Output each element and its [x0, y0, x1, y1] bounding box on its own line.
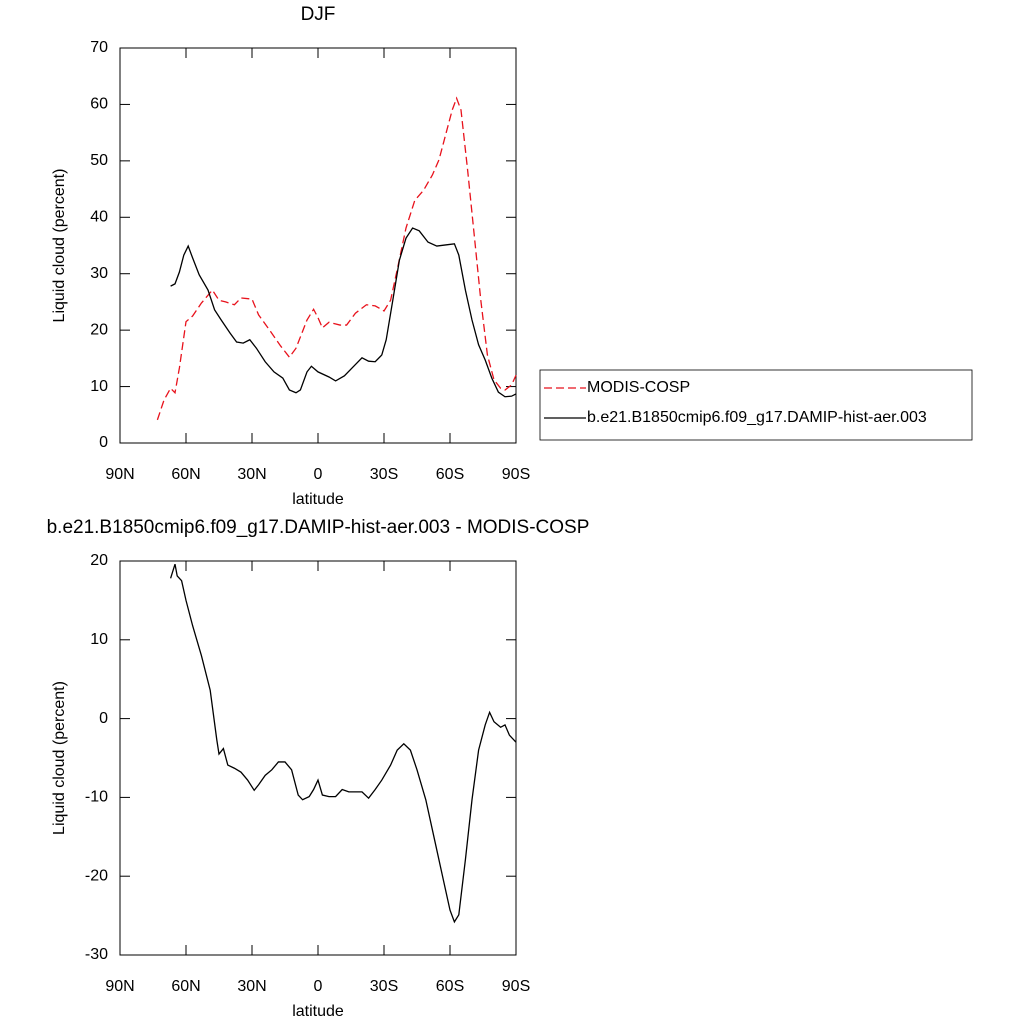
x-tick-label: 30S: [370, 978, 398, 995]
chart-title: b.e21.B1850cmip6.f09_g17.DAMIP-hist-aer.…: [47, 517, 590, 538]
plot-frame: [119, 47, 517, 444]
x-tick-label: 90N: [105, 466, 134, 483]
x-tick-label: 60S: [436, 466, 464, 483]
y-tick-label: 10: [90, 378, 108, 395]
data-line: [169, 563, 517, 924]
y-tick-label: 20: [90, 321, 108, 338]
y-axis-label: Liquid cloud (percent): [51, 681, 68, 835]
x-tick-label: 0: [314, 978, 323, 995]
x-tick-label: 60S: [436, 978, 464, 995]
x-tick-label: 30N: [237, 466, 266, 483]
x-tick-label: 30N: [237, 978, 266, 995]
x-tick-label: 90S: [502, 978, 530, 995]
x-axis-label: latitude: [292, 1003, 344, 1020]
plot-frame: [119, 560, 517, 956]
y-tick-label: -30: [85, 946, 108, 963]
y-tick-label: 30: [90, 265, 108, 282]
x-tick-label: 90S: [502, 466, 530, 483]
legend-label: b.e21.B1850cmip6.f09_g17.DAMIP-hist-aer.…: [587, 409, 927, 426]
y-tick-label: 20: [90, 552, 108, 569]
y-tick-label: 60: [90, 96, 108, 113]
y-tick-label: -20: [85, 867, 108, 884]
x-tick-label: 60N: [171, 466, 200, 483]
legend-label: MODIS-COSP: [587, 379, 690, 396]
y-tick-label: 70: [90, 39, 108, 56]
x-tick-label: 60N: [171, 978, 200, 995]
y-axis-label: Liquid cloud (percent): [51, 169, 68, 323]
y-tick-label: 40: [90, 209, 108, 226]
x-tick-label: 0: [314, 466, 323, 483]
y-tick-label: -10: [85, 789, 108, 806]
data-line: [170, 227, 517, 398]
data-line: [156, 96, 517, 421]
y-tick-label: 0: [99, 434, 108, 451]
y-tick-label: 50: [90, 152, 108, 169]
x-axis-label: latitude: [292, 491, 344, 508]
chart-title: DJF: [301, 4, 336, 25]
x-tick-label: 90N: [105, 978, 134, 995]
y-tick-label: 10: [90, 631, 108, 648]
x-tick-label: 30S: [370, 466, 398, 483]
legend-box: [539, 369, 973, 441]
y-tick-label: 0: [99, 710, 108, 727]
